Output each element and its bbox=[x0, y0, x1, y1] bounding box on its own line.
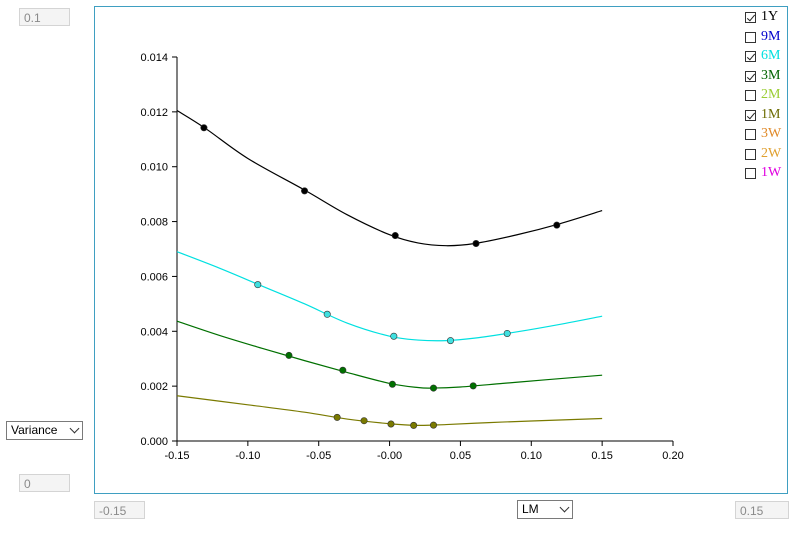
chart-panel: -0.15 -0.10 -0.05 -0.00 0.05 0.10 0.15 0.20 0.00… bbox=[94, 6, 788, 494]
y-tick-label: 0.002 bbox=[140, 381, 168, 393]
legend-item-3m[interactable]: 3M bbox=[745, 67, 793, 87]
data-point-1m bbox=[333, 413, 341, 421]
chevron-down-icon bbox=[559, 502, 570, 513]
legend-item-1y[interactable]: 1Y bbox=[745, 9, 793, 28]
data-point-6m bbox=[503, 329, 511, 337]
chart-plot: -0.15 -0.10 -0.05 -0.00 0.05 0.10 0.15 0.20 0.00… bbox=[140, 52, 683, 462]
legend-item-2m[interactable]: 2M bbox=[745, 87, 793, 106]
series-line-1y bbox=[176, 109, 603, 247]
x-tick-label: -0.15 bbox=[164, 450, 189, 462]
y-measure-select[interactable]: Variance bbox=[6, 421, 83, 440]
legend-item-9m[interactable]: 9M bbox=[745, 28, 793, 48]
legend-checkbox[interactable] bbox=[745, 129, 756, 140]
legend-checkbox[interactable] bbox=[745, 90, 756, 101]
legend-label: 1M bbox=[761, 106, 781, 122]
legend-item-1w[interactable]: 1W bbox=[745, 165, 793, 184]
y-tick-label: 0.004 bbox=[140, 326, 168, 338]
data-point-6m bbox=[447, 337, 455, 345]
y-tick-label: 0.010 bbox=[140, 162, 168, 174]
x-tick-label: -0.10 bbox=[235, 450, 260, 462]
data-point-1m bbox=[360, 417, 368, 425]
legend-label: 2W bbox=[761, 145, 782, 161]
chevron-down-icon bbox=[69, 423, 80, 434]
y-tick-label: 0.014 bbox=[140, 52, 168, 64]
data-point-1y bbox=[472, 240, 480, 248]
legend-item-2w[interactable]: 2W bbox=[745, 145, 793, 165]
x-min-input[interactable]: -0.15 bbox=[94, 501, 145, 519]
x-tick-label: 0.15 bbox=[591, 450, 612, 462]
legend-checkbox[interactable] bbox=[745, 148, 756, 160]
legend-checkbox[interactable] bbox=[745, 12, 756, 23]
legend-checkbox[interactable] bbox=[745, 109, 756, 121]
data-point-6m bbox=[390, 332, 398, 340]
legend-item-6m[interactable]: 6M bbox=[745, 48, 793, 67]
x-tick-label: -0.05 bbox=[306, 450, 331, 462]
y-measure-select-value: Variance bbox=[11, 423, 58, 437]
data-point-3m bbox=[339, 366, 347, 374]
data-point-1y bbox=[391, 232, 399, 240]
data-point-1y bbox=[553, 221, 561, 229]
data-point-6m bbox=[254, 281, 262, 289]
data-point-1m bbox=[410, 421, 418, 429]
legend-label: 3M bbox=[761, 67, 781, 83]
data-point-3m bbox=[430, 384, 438, 392]
x-measure-select[interactable]: LM bbox=[517, 500, 573, 519]
x-tick-label: 0.20 bbox=[662, 450, 683, 462]
y-tick-label: 0.012 bbox=[140, 107, 168, 119]
y-tick-label: 0.008 bbox=[140, 217, 168, 229]
y-tick-label: 0.000 bbox=[140, 436, 168, 448]
legend-label: 1Y bbox=[761, 9, 779, 24]
x-tick-label: 0.05 bbox=[450, 450, 471, 462]
data-point-3m bbox=[388, 380, 396, 388]
legend-checkbox[interactable] bbox=[745, 70, 756, 82]
legend-label: 9M bbox=[761, 28, 781, 44]
legend-checkbox[interactable] bbox=[745, 51, 756, 62]
legend-item-1m[interactable]: 1M bbox=[745, 106, 793, 126]
y-min-input[interactable]: 0 bbox=[19, 474, 70, 492]
legend-checkbox[interactable] bbox=[745, 168, 756, 179]
series-line-1m bbox=[176, 395, 603, 426]
x-measure-select-value: LM bbox=[522, 502, 539, 516]
data-point-3m bbox=[469, 382, 477, 390]
data-point-6m bbox=[323, 310, 331, 318]
legend-label: 6M bbox=[761, 48, 781, 63]
legend-label: 2M bbox=[761, 87, 781, 102]
legend-item-3w[interactable]: 3W bbox=[745, 126, 793, 145]
x-tick-label: 0.10 bbox=[521, 450, 542, 462]
y-max-input[interactable]: 0.1 bbox=[19, 8, 70, 26]
legend-checkbox[interactable] bbox=[745, 31, 756, 43]
series-line-3m bbox=[176, 320, 603, 389]
legend-label: 3W bbox=[761, 126, 782, 141]
data-point-1y bbox=[301, 187, 309, 195]
series-line-6m bbox=[176, 251, 603, 342]
data-point-1m bbox=[430, 421, 438, 429]
data-point-3m bbox=[285, 351, 293, 359]
data-point-1m bbox=[387, 420, 395, 428]
data-point-1y bbox=[200, 124, 208, 132]
x-tick-label: -0.00 bbox=[377, 450, 402, 462]
y-tick-label: 0.006 bbox=[140, 271, 168, 283]
x-max-input[interactable]: 0.15 bbox=[735, 501, 789, 519]
legend-label: 1W bbox=[761, 165, 782, 180]
